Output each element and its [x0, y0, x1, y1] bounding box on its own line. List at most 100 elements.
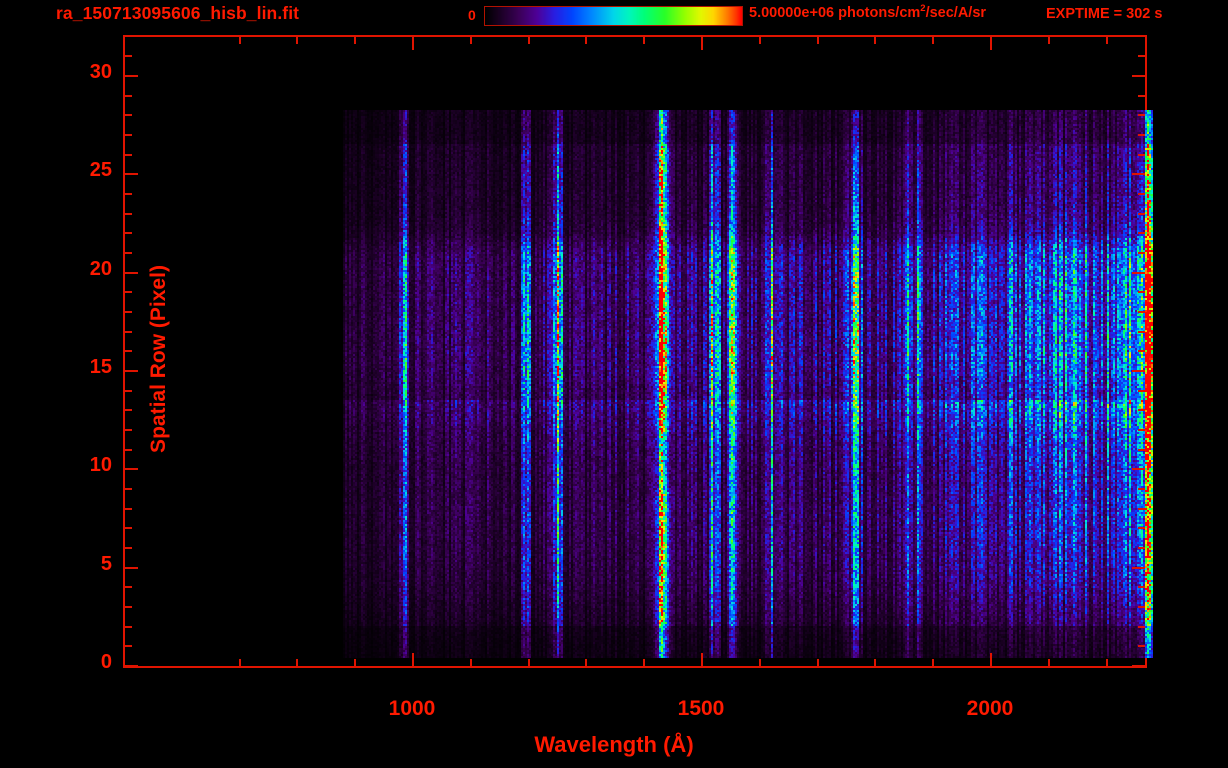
- x-major-tick: [412, 653, 414, 666]
- y-major-tick-right: [1132, 468, 1145, 470]
- x-minor-tick-top: [874, 37, 876, 44]
- y-minor-tick: [125, 193, 132, 195]
- colorbar-max-label: 5.00000e+06 photons/cm2/sec/A/sr: [749, 3, 987, 21]
- y-minor-tick: [125, 331, 132, 333]
- x-minor-tick-top: [296, 37, 298, 44]
- y-minor-tick: [125, 390, 132, 392]
- y-tick-label: 0: [100, 651, 112, 673]
- y-minor-tick: [125, 429, 132, 431]
- y-minor-tick-right: [1138, 134, 1145, 136]
- y-minor-tick: [125, 645, 132, 647]
- y-minor-tick: [125, 488, 132, 490]
- x-minor-tick-top: [585, 37, 587, 44]
- x-minor-tick-top: [1106, 37, 1108, 44]
- x-tick-label: 2000: [966, 697, 1014, 720]
- x-minor-tick: [817, 659, 819, 666]
- y-minor-tick-right: [1138, 449, 1145, 451]
- x-minor-tick-top: [528, 37, 530, 44]
- x-minor-tick: [528, 659, 530, 666]
- x-minor-tick: [239, 659, 241, 666]
- y-minor-tick-right: [1138, 527, 1145, 529]
- exposure-time-label: EXPTIME = 302 s: [1046, 6, 1163, 22]
- x-tick-label: 1000: [388, 697, 436, 720]
- x-minor-tick: [874, 659, 876, 666]
- y-minor-tick: [125, 95, 132, 97]
- x-minor-tick: [296, 659, 298, 666]
- y-minor-tick: [125, 586, 132, 588]
- x-minor-tick-top: [817, 37, 819, 44]
- plot-frame: Spatial Row (Pixel): [123, 35, 1153, 668]
- y-major-tick-right: [1132, 665, 1145, 667]
- y-minor-tick: [125, 213, 132, 215]
- y-major-tick-right: [1132, 370, 1145, 372]
- y-minor-tick-right: [1138, 645, 1145, 647]
- y-minor-tick-right: [1138, 55, 1145, 57]
- y-major-tick: [125, 75, 138, 77]
- y-minor-tick-right: [1138, 409, 1145, 411]
- colorbar-units-pre: photons/cm: [834, 5, 921, 21]
- y-minor-tick: [125, 449, 132, 451]
- y-minor-tick-right: [1138, 95, 1145, 97]
- colorbar-min-label: 0: [468, 7, 476, 23]
- x-major-tick: [701, 653, 703, 666]
- y-major-tick: [125, 665, 138, 667]
- x-minor-tick-top: [759, 37, 761, 44]
- y-major-tick: [125, 370, 138, 372]
- x-minor-tick: [1048, 659, 1050, 666]
- y-minor-tick-right: [1138, 154, 1145, 156]
- x-axis-title: Wavelength (Å): [534, 732, 694, 757]
- y-minor-tick: [125, 606, 132, 608]
- y-minor-tick-right: [1138, 606, 1145, 608]
- colorbar-units-exponent: 2: [920, 3, 926, 15]
- x-minor-tick-top: [470, 37, 472, 44]
- y-minor-tick: [125, 291, 132, 293]
- y-minor-tick-right: [1138, 232, 1145, 234]
- y-major-tick: [125, 272, 138, 274]
- y-minor-tick: [125, 508, 132, 510]
- x-tick-label: 1500: [677, 697, 725, 720]
- y-minor-tick-right: [1138, 291, 1145, 293]
- y-minor-tick-right: [1138, 252, 1145, 254]
- y-tick-label: 30: [89, 61, 112, 83]
- y-minor-tick: [125, 527, 132, 529]
- y-minor-tick: [125, 409, 132, 411]
- page-title: ra_150713095606_hisb_lin.fit: [56, 3, 300, 23]
- x-minor-tick: [1106, 659, 1108, 666]
- y-axis-title: Spatial Row (Pixel): [147, 265, 170, 453]
- y-minor-tick: [125, 547, 132, 549]
- y-minor-tick: [125, 114, 132, 116]
- y-major-tick: [125, 567, 138, 569]
- x-minor-tick-top: [239, 37, 241, 44]
- y-minor-tick: [125, 154, 132, 156]
- x-minor-tick: [759, 659, 761, 666]
- y-tick-label: 25: [89, 159, 112, 182]
- y-minor-tick-right: [1138, 547, 1145, 549]
- x-major-tick: [990, 653, 992, 666]
- spectrogram-image: [343, 110, 1153, 658]
- y-minor-tick: [125, 311, 132, 313]
- x-minor-tick: [932, 659, 934, 666]
- x-minor-tick-top: [1048, 37, 1050, 44]
- y-minor-tick-right: [1138, 429, 1145, 431]
- y-minor-tick-right: [1138, 626, 1145, 628]
- x-major-tick-top: [990, 37, 992, 50]
- y-tick-label: 10: [89, 454, 112, 477]
- colorbar-max-value: 5.00000e+06: [749, 5, 835, 21]
- x-minor-tick-top: [354, 37, 356, 44]
- y-tick-label: 20: [89, 257, 112, 280]
- y-minor-tick: [125, 350, 132, 352]
- y-minor-tick-right: [1138, 213, 1145, 215]
- y-minor-tick-right: [1138, 488, 1145, 490]
- y-major-tick-right: [1132, 173, 1145, 175]
- colorbar-units-post: /sec/A/sr: [925, 5, 987, 21]
- x-minor-tick: [354, 659, 356, 666]
- y-minor-tick-right: [1138, 193, 1145, 195]
- y-major-tick-right: [1132, 75, 1145, 77]
- y-tick-label: 15: [89, 356, 112, 378]
- x-major-tick-top: [701, 37, 703, 50]
- x-minor-tick-top: [643, 37, 645, 44]
- x-minor-tick-top: [932, 37, 934, 44]
- y-major-tick-right: [1132, 272, 1145, 274]
- y-major-tick: [125, 173, 138, 175]
